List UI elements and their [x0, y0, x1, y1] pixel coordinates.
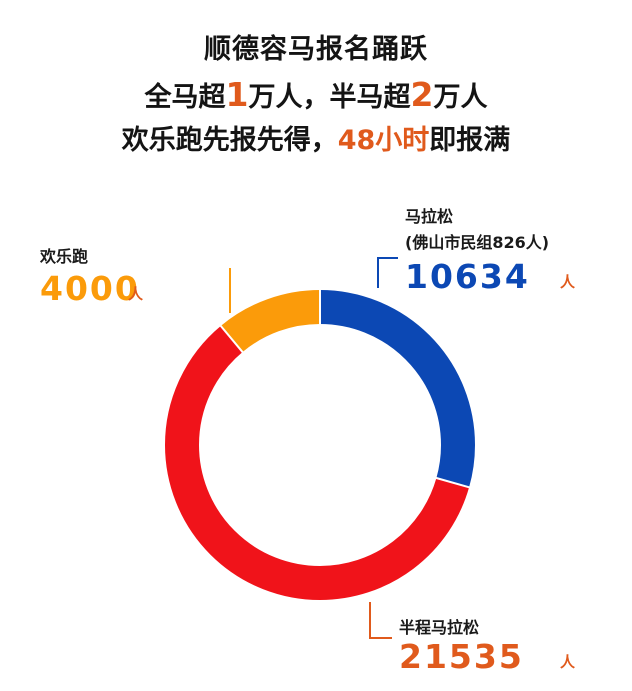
label-marathon-unit: 人 — [560, 273, 576, 291]
chart-title: 顺德容马报名踊跃 — [204, 34, 428, 65]
leader-line-half — [369, 602, 392, 639]
label-marathon-name: 马拉松 — [405, 207, 453, 226]
subtitle-line-2: 欢乐跑先报先得，48小时即报满 — [0, 118, 632, 157]
subtitle-1-part-e: 万人 — [433, 82, 488, 113]
subtitle-line-1: 全马超1万人，半马超2万人 — [0, 75, 632, 114]
label-marathon-value: 10634 — [405, 257, 530, 296]
subtitle-2-part-a: 欢乐跑先报先得， — [121, 125, 338, 156]
label-marathon-sub: (佛山市民组826人) — [405, 233, 549, 252]
label-fun-value: 4000 — [40, 269, 140, 308]
leader-line-marathon — [377, 257, 398, 288]
subtitle-2-highlight: 48小时 — [337, 125, 430, 156]
label-half-name: 半程马拉松 — [399, 618, 479, 637]
subtitle-2-part-c: 即报满 — [429, 125, 511, 156]
label-half-unit: 人 — [560, 653, 576, 671]
label-half-value: 21535 — [399, 637, 524, 676]
label-fun-name: 欢乐跑 — [39, 247, 88, 266]
slice-separator — [219, 324, 244, 354]
subtitle-1-highlight-b: 2 — [410, 75, 434, 114]
donut-slice-half-marathon — [165, 290, 475, 600]
subtitle-1-part-a: 全马超 — [144, 82, 226, 113]
slice-separator — [435, 476, 471, 489]
subtitle-1-highlight-a: 1 — [225, 75, 249, 114]
label-fun-unit: 人 — [128, 285, 144, 303]
subtitle-1-part-c: 万人，半马超 — [248, 82, 411, 113]
